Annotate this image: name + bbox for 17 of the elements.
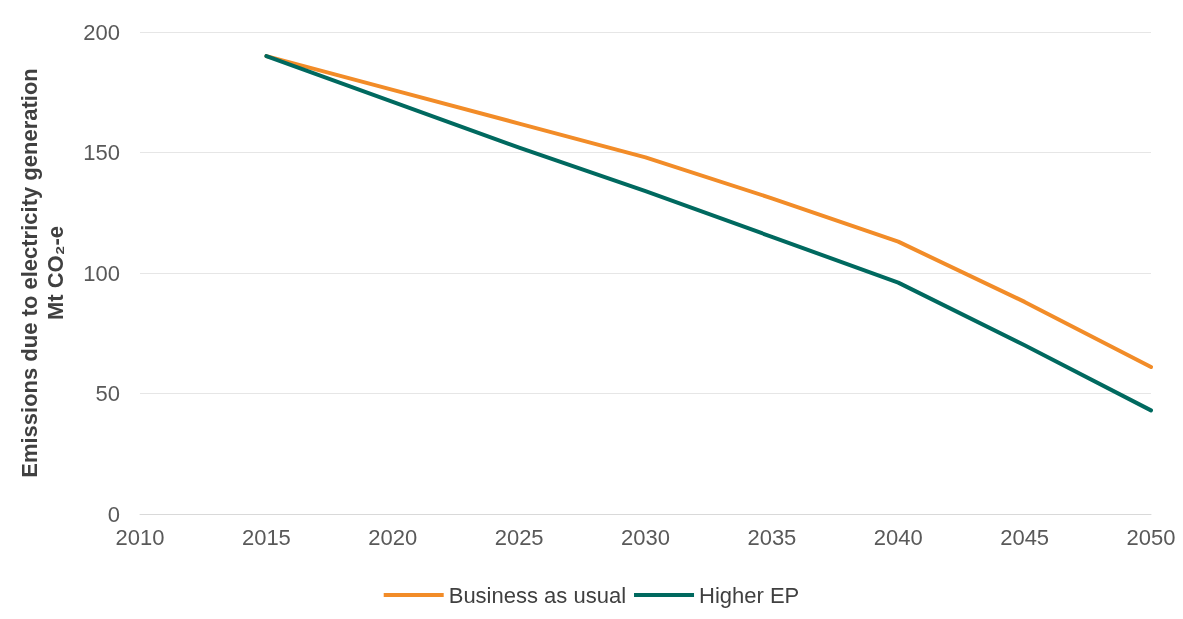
x-tick-label: 2020 [368, 524, 418, 550]
x-tick-label: 2010 [115, 524, 165, 550]
x-tick-label: 2030 [621, 524, 670, 550]
y-tick-label: 0 [107, 501, 120, 527]
x-tick-label: 2050 [1126, 524, 1176, 550]
x-tick-label: 2045 [1000, 524, 1050, 550]
x-tick-label: 2015 [241, 524, 291, 550]
y-tick-label: 150 [83, 140, 120, 165]
x-tick-label: 2025 [494, 524, 544, 550]
y-axis-title: Emissions due to electricity generation Mt CO₂-e [16, 68, 68, 478]
legend-label: Higher EP [699, 582, 800, 608]
y-tick-label: 100 [83, 260, 120, 286]
x-tick-label: 2035 [747, 524, 797, 550]
x-tick-label: 2040 [873, 524, 923, 550]
y-tick-label: 50 [95, 381, 120, 406]
y-tick-label: 200 [83, 19, 120, 45]
legend-label: Business as usual [448, 582, 627, 608]
